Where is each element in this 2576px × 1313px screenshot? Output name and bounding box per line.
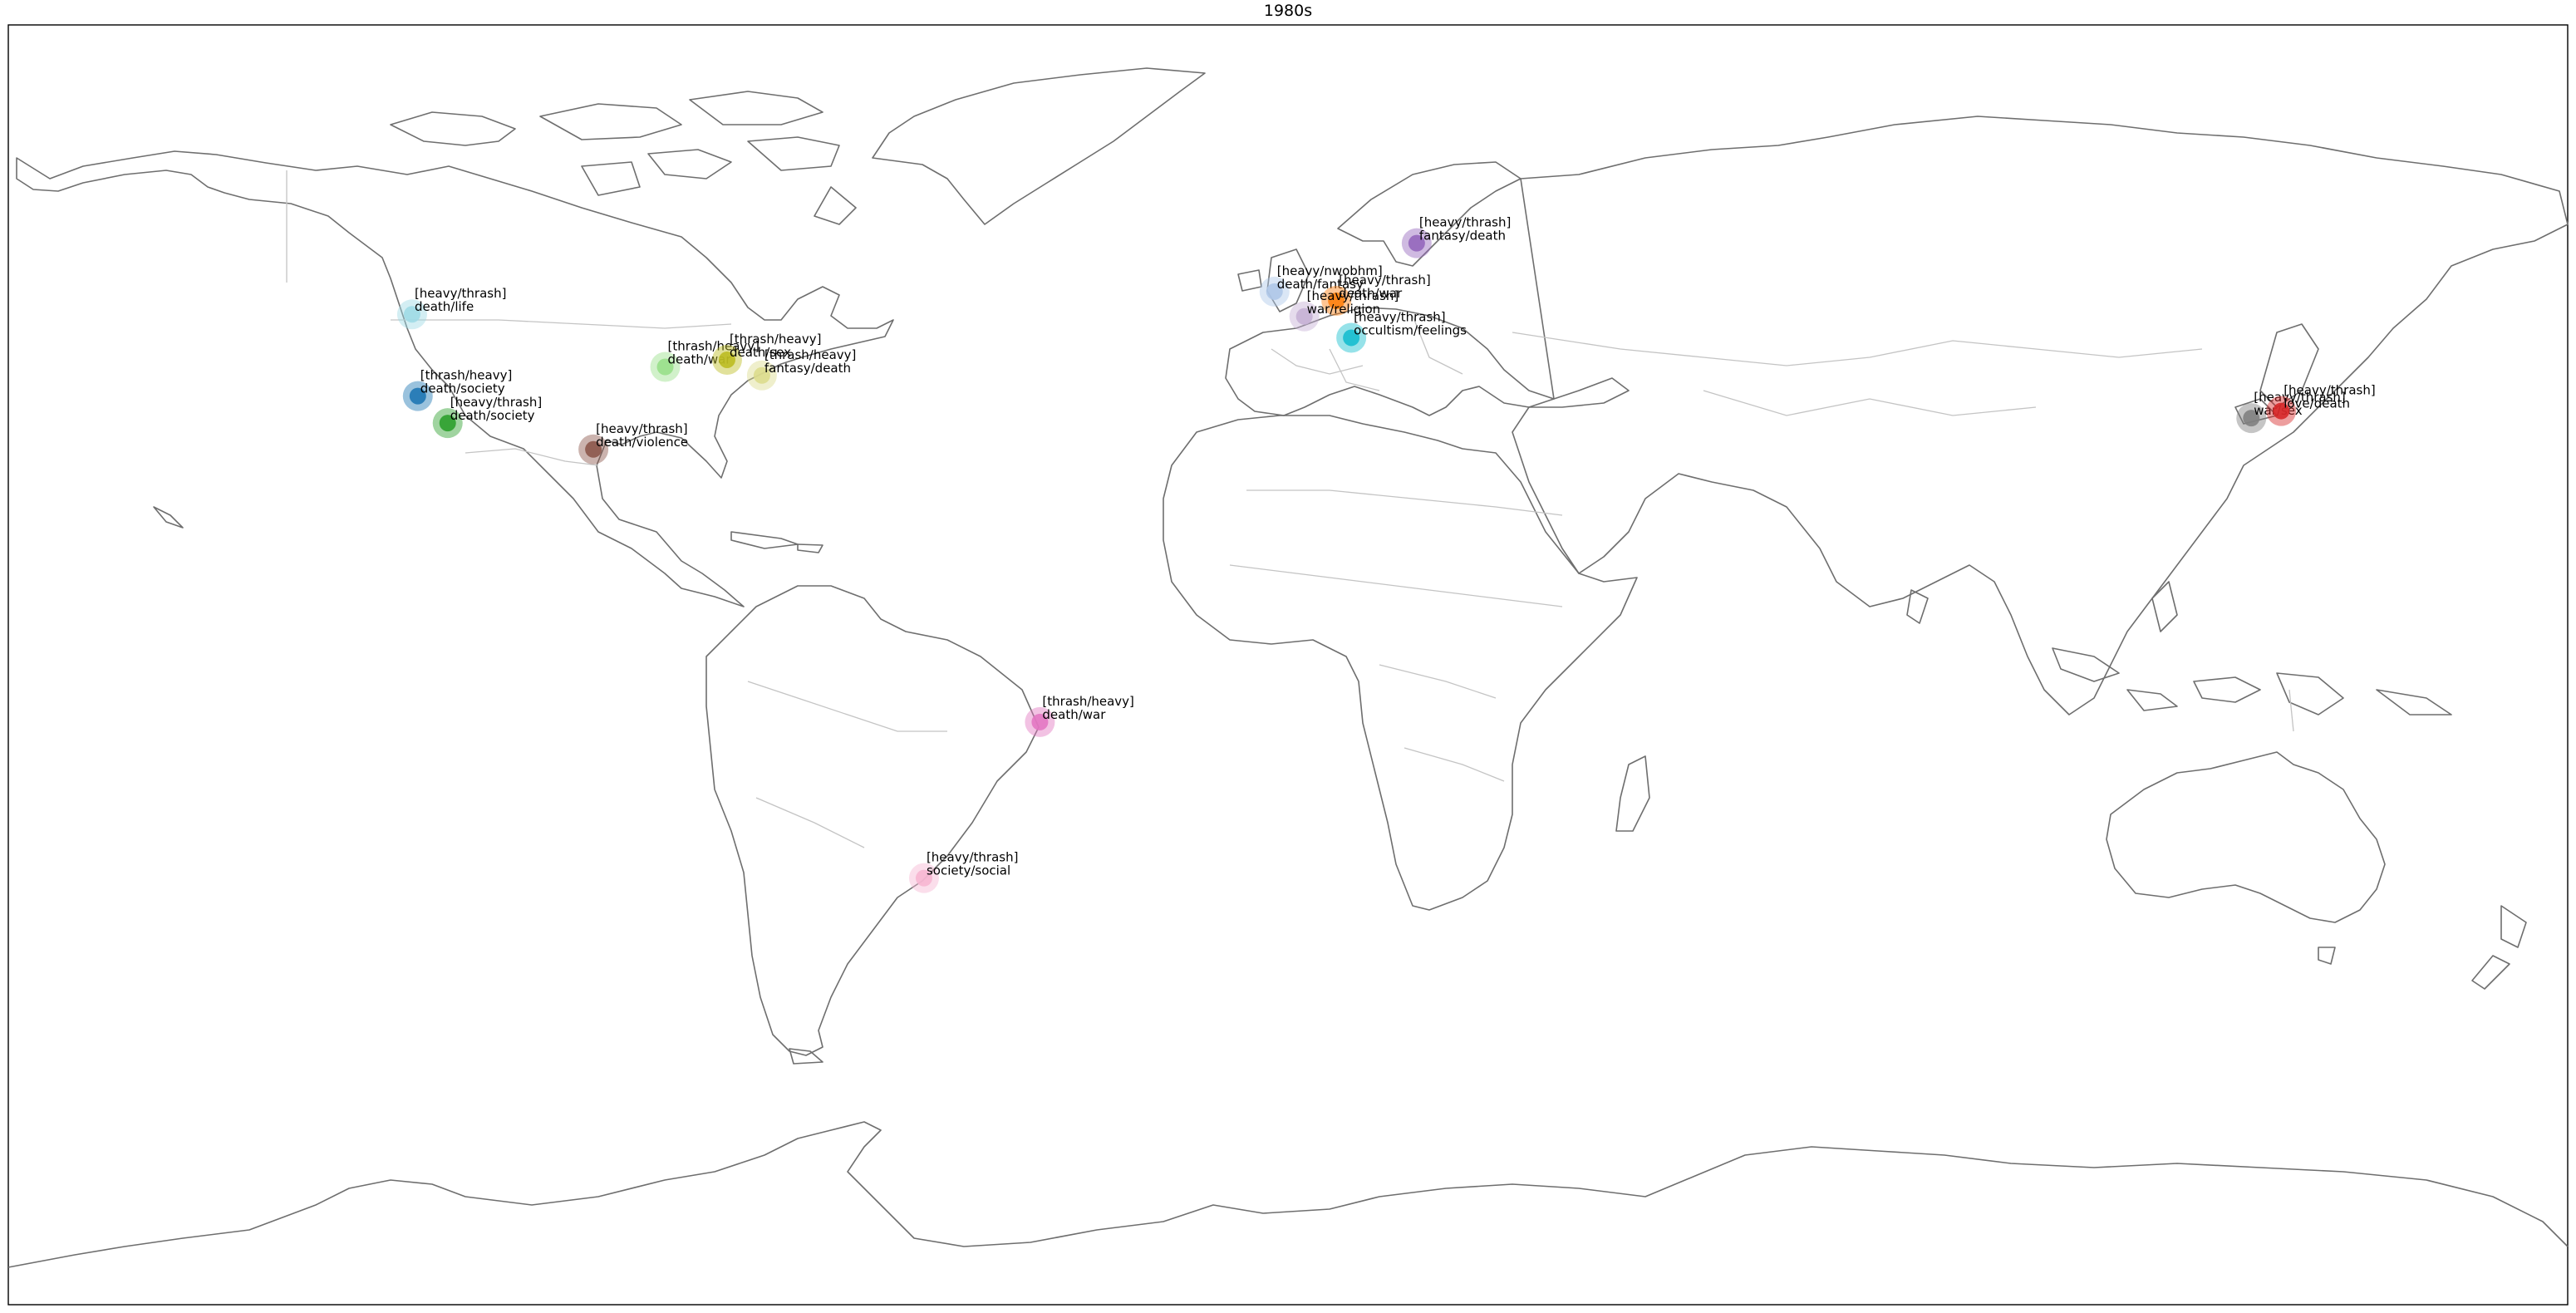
- marker: [heavy/thrash] fantasy/death: [1401, 215, 1512, 258]
- marker-label: [heavy/thrash] death/life: [415, 286, 507, 314]
- marker: [heavy/thrash] occultism/feelings: [1336, 309, 1467, 353]
- marker-dot: [403, 306, 420, 323]
- marker-label-line: [thrash/heavy]: [1042, 694, 1134, 709]
- marker-label-line: occultism/feelings: [1354, 322, 1467, 337]
- marker-label-line: [thrash/heavy]: [668, 339, 760, 354]
- marker-label-line: [heavy/thrash]: [1339, 273, 1431, 288]
- marker-label-line: [heavy/thrash]: [2283, 383, 2376, 398]
- marker-label-line: death/war: [668, 352, 732, 367]
- marker-dot: [718, 351, 735, 368]
- marker-dot: [1295, 307, 1313, 325]
- marker-label-line: [heavy/thrash]: [450, 395, 543, 410]
- marker-label-line: [heavy/thrash]: [1354, 309, 1446, 324]
- marker: [heavy/thrash] society/social: [908, 850, 1019, 893]
- marker-label-line: death/war: [1339, 286, 1403, 301]
- marker: [thrash/heavy] death/war: [1025, 694, 1134, 737]
- marker-label-line: [heavy/thrash]: [2254, 390, 2346, 405]
- marker-label: [heavy/thrash] occultism/feelings: [1354, 309, 1467, 337]
- marker: [thrash/heavy] death/sex: [711, 332, 822, 375]
- marker-dot: [1408, 234, 1425, 252]
- marker-label-line: death/sex: [730, 345, 791, 360]
- marker: [heavy/nwobhm] death/fantasy: [1259, 263, 1383, 307]
- marker-label-line: [heavy/thrash]: [1307, 288, 1399, 303]
- marker-label-line: [heavy/thrash]: [927, 850, 1019, 865]
- marker-label-line: society/social: [927, 863, 1010, 878]
- marker-dot: [1266, 283, 1283, 300]
- marker-label-line: [heavy/thrash]: [1419, 215, 1512, 230]
- marker-label-line: death/violence: [596, 435, 688, 450]
- marker-label: [heavy/thrash] love/death: [2283, 383, 2376, 411]
- marker-label-line: [heavy/thrash]: [415, 286, 507, 301]
- marker-label-line: war/religion: [1307, 302, 1380, 317]
- marker-label: [thrash/heavy] fantasy/death: [764, 347, 857, 376]
- marker-label-line: [heavy/nwobhm]: [1277, 263, 1383, 278]
- marker-dot: [585, 440, 602, 458]
- marker-dot: [1343, 329, 1360, 347]
- marker-label: [heavy/thrash] fantasy/death: [1419, 215, 1512, 243]
- marker-label: [heavy/thrash] society/social: [927, 850, 1019, 878]
- marker-dot: [656, 358, 674, 376]
- marker-label: [thrash/heavy] death/war: [668, 339, 760, 367]
- marker: [heavy/thrash] death/violence: [578, 421, 688, 465]
- marker: [heavy/thrash] death/war: [1321, 273, 1431, 316]
- marker-label-line: death/fantasy: [1277, 277, 1364, 292]
- marker-dot: [409, 387, 426, 405]
- marker-label-line: fantasy/death: [1419, 229, 1506, 243]
- marker-label-line: [heavy/thrash]: [596, 421, 688, 436]
- marker: [thrash/heavy] death/war: [650, 339, 760, 382]
- marker-label-line: death/society: [450, 408, 535, 423]
- marker: [heavy/thrash]war/sex: [2236, 390, 2346, 434]
- marker-label: [heavy/thrash]war/sex: [2254, 390, 2346, 418]
- marker-label: [heavy/thrash] death/violence: [596, 421, 688, 450]
- marker-dot: [753, 366, 770, 384]
- marker-dot: [2273, 402, 2290, 420]
- marker-label-line: [thrash/heavy]: [420, 368, 513, 383]
- marker-label-line: fantasy/death: [764, 361, 851, 376]
- marker: [heavy/thrash] love/death: [2266, 383, 2376, 426]
- marker: [heavy/thrash] death/life: [396, 286, 507, 330]
- marker-label: [heavy/nwobhm] death/fantasy: [1277, 263, 1383, 292]
- marker-label: [thrash/heavy] death/war: [1042, 694, 1134, 722]
- marker: [heavy/thrash] war/religion: [1289, 288, 1399, 332]
- map-title: 1980s: [1263, 2, 1313, 20]
- country-borders: [286, 170, 2294, 848]
- markers-layer: [heavy/thrash] death/life[thrash/heavy] de…: [396, 215, 2376, 893]
- marker-label: [heavy/thrash] death/war: [1339, 273, 1431, 301]
- marker-dot: [2243, 410, 2260, 427]
- marker-label-line: [thrash/heavy]: [730, 332, 822, 347]
- marker-label: [thrash/heavy] death/society: [420, 368, 513, 396]
- marker-dot: [915, 869, 932, 887]
- marker-dot: [1031, 713, 1049, 730]
- marker-dot: [439, 415, 456, 432]
- marker-label-line: [thrash/heavy]: [764, 347, 857, 362]
- marker-label: [thrash/heavy] death/sex: [730, 332, 822, 360]
- marker-label-line: love/death: [2283, 396, 2350, 411]
- coastlines: [7, 67, 2569, 1268]
- marker-label-line: death/life: [415, 299, 474, 314]
- marker-label-line: death/society: [420, 381, 505, 396]
- marker-label: [heavy/thrash] death/society: [450, 395, 543, 423]
- marker-dot: [1328, 292, 1345, 309]
- marker-label-line: death/war: [1042, 707, 1106, 722]
- marker: [thrash/heavy] death/society: [402, 368, 513, 411]
- marker: [thrash/heavy] fantasy/death: [746, 347, 857, 391]
- map-frame: [7, 24, 2569, 1306]
- marker: [heavy/thrash] death/society: [432, 395, 543, 439]
- marker-label: [heavy/thrash] war/religion: [1307, 288, 1399, 317]
